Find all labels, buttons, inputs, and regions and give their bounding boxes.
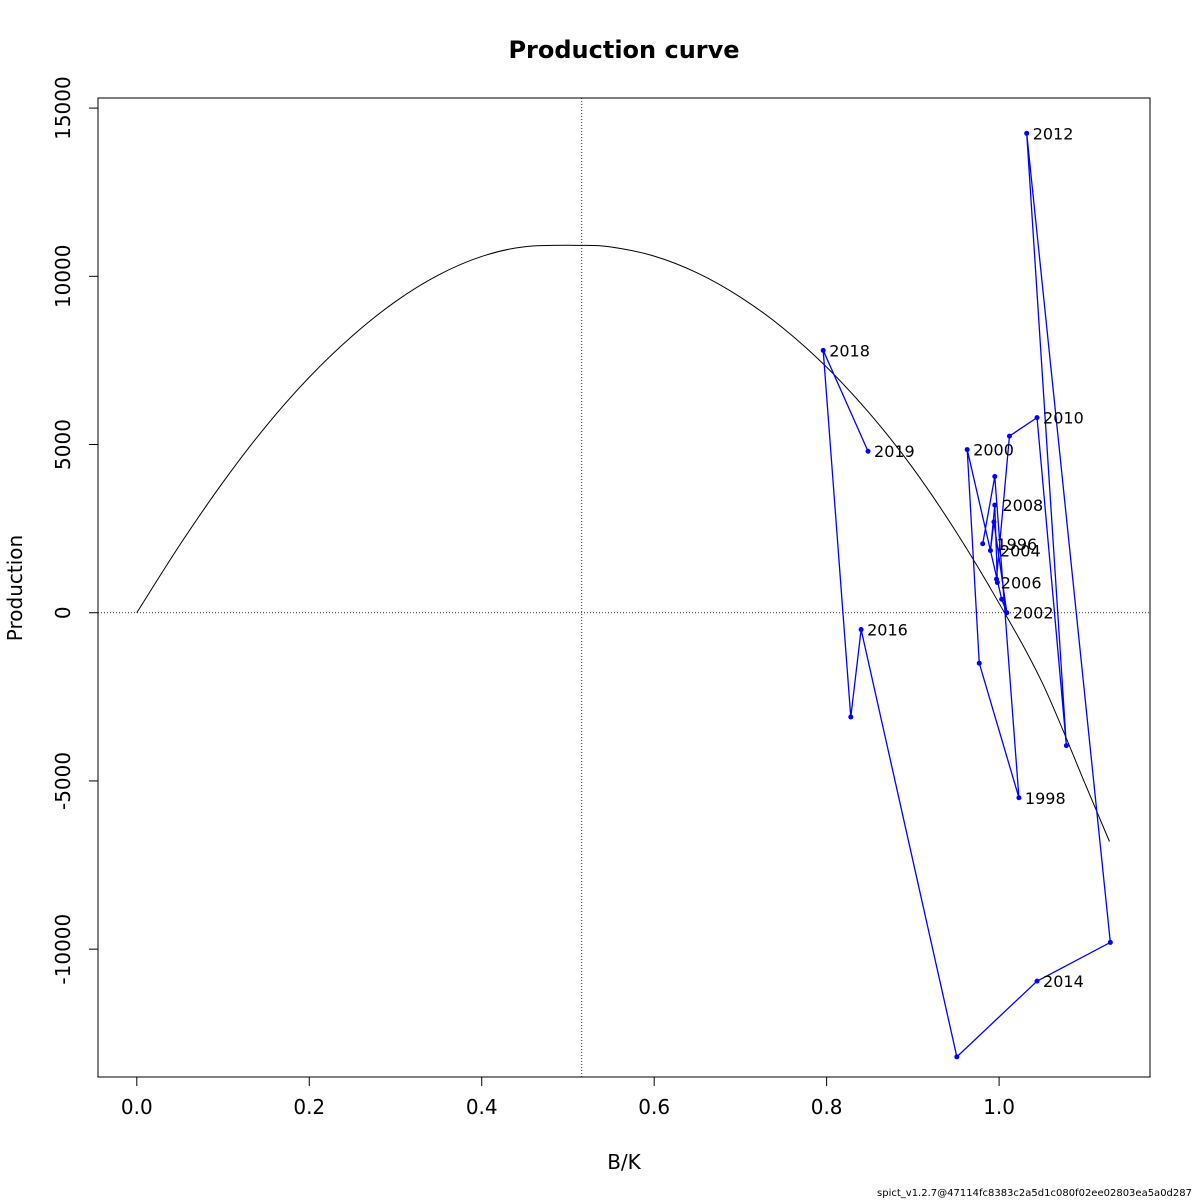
- trajectory-point: [999, 596, 1005, 602]
- trajectory-point: [964, 447, 970, 453]
- point-label: 2000: [973, 441, 1014, 460]
- trajectory-point: [991, 519, 997, 525]
- trajectory-point: [1024, 130, 1030, 136]
- point-label: 1996: [996, 535, 1037, 554]
- y-tick-label: 5000: [51, 419, 75, 470]
- point-label: 2012: [1033, 124, 1074, 143]
- y-tick-label: -10000: [51, 914, 75, 985]
- point-label: 2004: [1000, 541, 1041, 560]
- reference-lines: [98, 98, 1150, 1077]
- y-tick-label: -5000: [51, 752, 75, 810]
- trajectory-point: [1034, 978, 1040, 984]
- plot-border: [97, 97, 1151, 1078]
- point-label: 2018: [829, 341, 870, 360]
- y-axis: -10000 -5000 0 5000 10000 15000: [51, 76, 98, 985]
- trajectory-point: [976, 660, 982, 666]
- point-label: 2010: [1043, 409, 1084, 428]
- trajectory-series: 1996 1998 2000 2002 2004 2006 2008 2010 2012 2014…: [820, 124, 1113, 1060]
- x-tick-label: 0.8: [811, 1095, 843, 1119]
- x-tick-label: 1.0: [983, 1095, 1015, 1119]
- y-tick-label: 0: [51, 606, 75, 619]
- trajectory-point: [820, 347, 826, 353]
- chart-title: Production curve: [508, 36, 739, 64]
- version-footer: spict_v1.2.7@47114fc8383c2a5d1c080f02ee0…: [877, 1188, 1192, 1199]
- x-axis-label: B/K: [607, 1150, 641, 1174]
- trajectory-point: [848, 714, 854, 720]
- trajectory-point: [1016, 795, 1022, 801]
- trajectory-point: [1063, 743, 1069, 749]
- trajectory-point: [980, 541, 986, 547]
- point-label: 2002: [1013, 604, 1054, 623]
- trajectory-point: [1034, 415, 1040, 421]
- point-label: 2008: [1003, 496, 1044, 515]
- point-label: 2016: [867, 621, 908, 640]
- trajectory-point: [954, 1054, 960, 1060]
- trajectory-point: [858, 627, 864, 633]
- trajectory-point: [994, 576, 1000, 582]
- x-tick-label: 0.2: [293, 1095, 325, 1119]
- trajectory-point: [1006, 433, 1012, 439]
- plot-area: [97, 97, 1151, 1078]
- y-tick-label: 15000: [51, 76, 75, 140]
- point-label: 2019: [874, 442, 915, 461]
- point-label: 2006: [1001, 573, 1042, 592]
- production-curve: [136, 244, 1110, 842]
- trajectory-line: [822, 133, 1112, 1059]
- trajectory-point: [987, 547, 993, 553]
- trajectory-point: [865, 448, 871, 454]
- x-axis: 0.0 0.2 0.4 0.6 0.8 1.0: [121, 1077, 1015, 1119]
- trajectory-point: [1107, 939, 1113, 945]
- x-tick-label: 0.0: [121, 1095, 153, 1119]
- trajectory-point: [1004, 610, 1010, 616]
- trajectory-point: [992, 502, 998, 508]
- y-tick-label: 10000: [51, 244, 75, 308]
- point-label: 2014: [1043, 972, 1084, 991]
- y-axis-label: Production: [3, 535, 27, 641]
- production-curve-line: [136, 244, 1110, 842]
- x-tick-label: 0.4: [466, 1095, 498, 1119]
- trajectory-point: [992, 473, 998, 479]
- x-tick-label: 0.6: [638, 1095, 670, 1119]
- point-label: 1998: [1025, 789, 1066, 808]
